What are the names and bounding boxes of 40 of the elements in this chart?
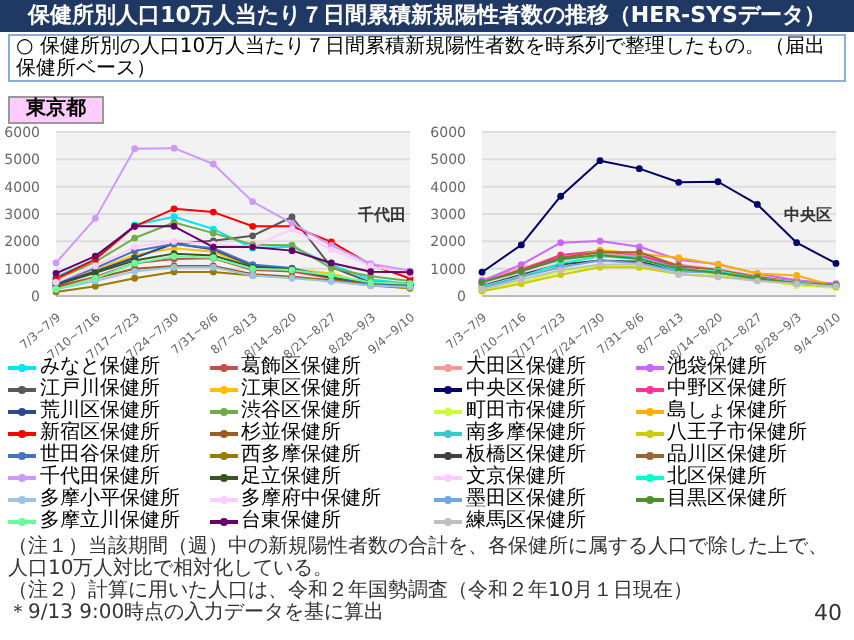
text: 東京都 <box>8 96 104 124</box>
chart-title: 保健所別人口10万人当たり７日間累積新規陽性者数の推移（HER-SYSデータ） <box>0 0 854 32</box>
legend-label: 池袋保健所 <box>667 356 767 378</box>
legend-label: 台東保健所 <box>241 510 341 532</box>
legend-label: 江戸川保健所 <box>40 378 160 400</box>
legend-label: 練馬区保健所 <box>466 510 586 532</box>
legend-label: 荒川区保健所 <box>40 400 160 422</box>
legend-label: 西多摩保健所 <box>241 444 361 466</box>
legend-label: 町田市保健所 <box>466 400 586 422</box>
legend-label: 多摩小平保健所 <box>40 488 180 510</box>
legend-label: 品川区保健所 <box>667 444 787 466</box>
legend-label: 千代田保健所 <box>40 466 160 488</box>
annotation: 中央区 <box>784 204 832 226</box>
legend-label: 葛飾区保健所 <box>241 356 361 378</box>
legend-label: 文京保健所 <box>466 466 566 488</box>
legend-label: 板橋区保健所 <box>466 444 586 466</box>
legend-label: 八王子市保健所 <box>667 422 807 444</box>
legend-label: 墨田区保健所 <box>466 488 586 510</box>
legend-label: 北区保健所 <box>667 466 767 488</box>
legend-label: 南多摩保健所 <box>466 422 586 444</box>
legend-label: 島しょ保健所 <box>667 400 787 422</box>
legend-label: みなと保健所 <box>40 356 160 378</box>
legend-label: 世田谷保健所 <box>40 444 160 466</box>
annotation: 千代田 <box>358 204 406 226</box>
text: 40 <box>814 600 842 626</box>
text: （注１）当該期間（週）中の新規陽性者数の合計を、各保健所に属する人口で除した上で、人口10万人対比で相対化している。 <box>8 536 830 580</box>
text: ＊9/13 9:00時点の入力データを基に算出 <box>8 602 385 624</box>
text: （注２）計算に用いた人口は、令和２年国勢調査（令和２年10月１日現在） <box>8 580 696 602</box>
legend-label: 新宿区保健所 <box>40 422 160 444</box>
legend-label: 足立保健所 <box>241 466 341 488</box>
legend-label: 中野区保健所 <box>667 378 787 400</box>
legend-label: 多摩立川保健所 <box>40 510 180 532</box>
legend-label: 大田区保健所 <box>466 356 586 378</box>
legend-label: 江東区保健所 <box>241 378 361 400</box>
legend-label: 渋谷区保健所 <box>241 400 361 422</box>
legend-label: 中央区保健所 <box>466 378 586 400</box>
legend-label: 目黒区保健所 <box>667 488 787 510</box>
chart-subtitle: ○ 保健所別の人口10万人当たり７日間累積新規陽性者数を時系列で整理したもの。（届出保健所ベース） <box>8 34 846 82</box>
legend-label: 多摩府中保健所 <box>241 488 381 510</box>
legend-label: 杉並保健所 <box>241 422 341 444</box>
